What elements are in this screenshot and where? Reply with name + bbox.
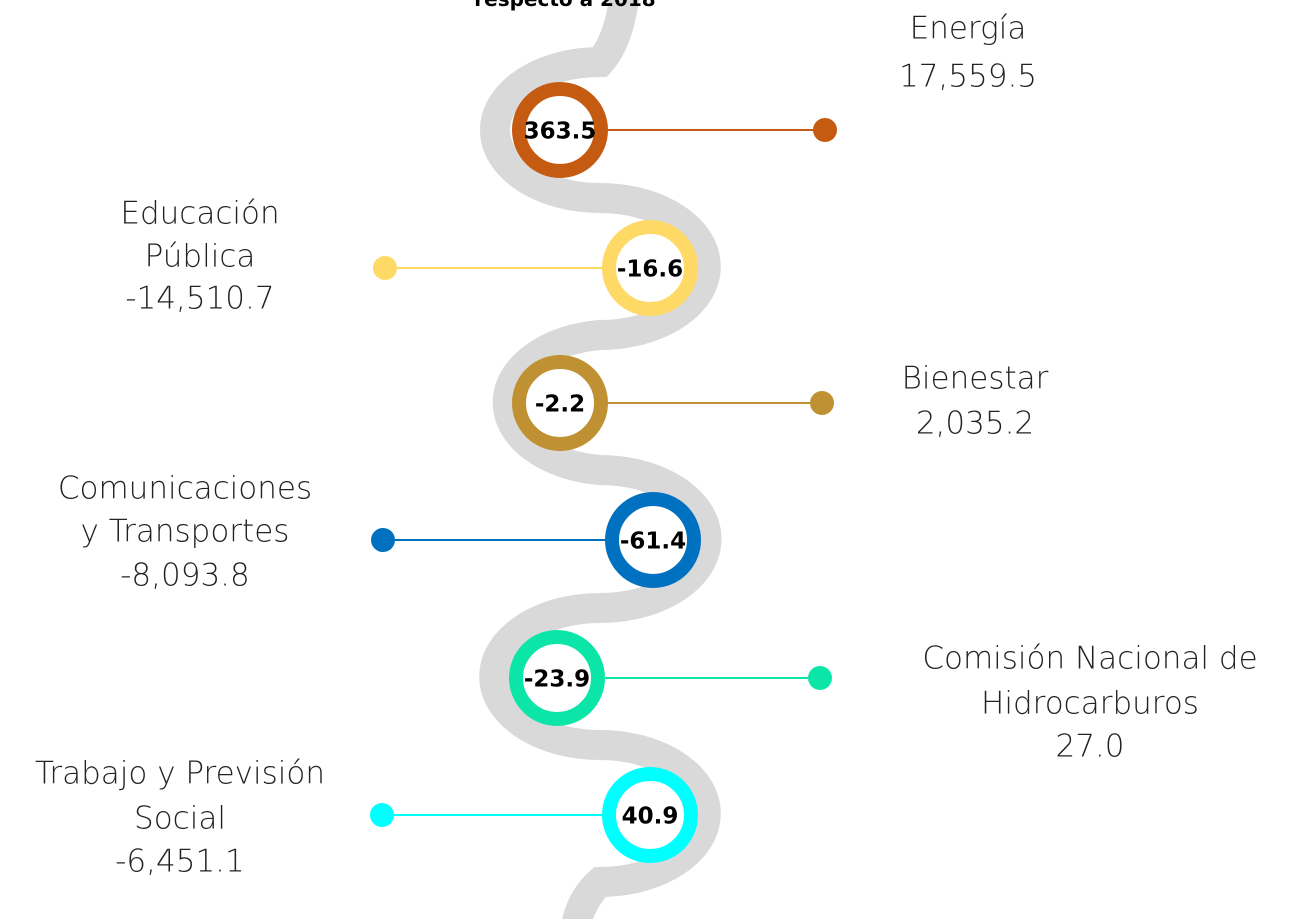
item-value: -6,451.1 — [115, 844, 245, 880]
item-label: Hidrocarburos — [981, 686, 1199, 722]
change-label: -16.6 — [617, 257, 683, 283]
subtitle: respecto a 2018 — [474, 0, 655, 11]
change-label: -23.9 — [524, 667, 590, 693]
ring-bg — [516, 359, 604, 447]
ring — [512, 355, 608, 451]
item-label: Energía — [910, 11, 1027, 47]
ring — [605, 492, 701, 588]
dot — [370, 803, 394, 827]
item-label: Pública — [145, 239, 256, 275]
dot — [810, 391, 834, 415]
ring — [512, 82, 608, 178]
change-label: -2.2 — [535, 392, 585, 418]
ring-bg — [606, 771, 694, 859]
item-label: Bienestar — [902, 361, 1049, 397]
ring — [602, 767, 698, 863]
change-label: 40.9 — [622, 804, 679, 830]
item-label: Comisión Nacional de — [922, 641, 1257, 677]
ring — [602, 220, 698, 316]
change-label: 363.5 — [524, 119, 597, 145]
item-label: Trabajo y Previsión — [35, 756, 325, 792]
ring — [509, 630, 605, 726]
item-value: 17,559.5 — [899, 59, 1037, 95]
item-label: y Transportes — [81, 514, 290, 550]
item-label: Social — [134, 801, 226, 837]
item-value: 27.0 — [1055, 729, 1124, 765]
ring-bg — [516, 86, 604, 174]
item-label: Comunicaciones — [58, 471, 312, 507]
item-value: -14,510.7 — [125, 281, 274, 317]
ring-bg — [609, 496, 697, 584]
road — [479, 0, 722, 919]
dot — [813, 118, 837, 142]
ring-bg — [513, 634, 601, 722]
dot — [373, 256, 397, 280]
ring-bg — [606, 224, 694, 312]
dot — [371, 528, 395, 552]
dot — [808, 666, 832, 690]
item-value: 2,035.2 — [916, 406, 1034, 442]
item-value: -8,093.8 — [120, 558, 250, 594]
change-label: -61.4 — [620, 529, 686, 555]
item-label: Educación — [120, 196, 279, 232]
